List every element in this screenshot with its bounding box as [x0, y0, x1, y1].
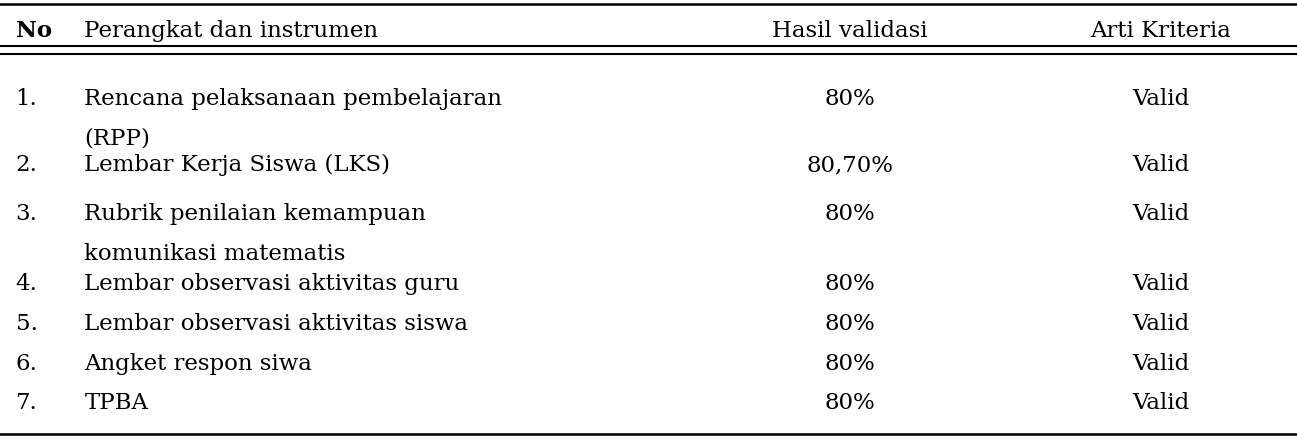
Text: 7.: 7.: [16, 392, 38, 415]
Text: Arti Kriteria: Arti Kriteria: [1091, 20, 1231, 42]
Text: 80%: 80%: [824, 392, 875, 415]
Text: Valid: Valid: [1132, 203, 1189, 225]
Text: TPBA: TPBA: [84, 392, 148, 415]
Text: Lembar observasi aktivitas guru: Lembar observasi aktivitas guru: [84, 273, 459, 295]
Text: Lembar Kerja Siswa (LKS): Lembar Kerja Siswa (LKS): [84, 154, 390, 176]
Text: Valid: Valid: [1132, 273, 1189, 295]
Text: 80%: 80%: [824, 273, 875, 295]
Text: Valid: Valid: [1132, 313, 1189, 335]
Text: Perangkat dan instrumen: Perangkat dan instrumen: [84, 20, 379, 42]
Text: 4.: 4.: [16, 273, 38, 295]
Text: Valid: Valid: [1132, 392, 1189, 415]
Text: Valid: Valid: [1132, 353, 1189, 375]
Text: 1.: 1.: [16, 88, 38, 110]
Text: 2.: 2.: [16, 154, 38, 176]
Text: 5.: 5.: [16, 313, 38, 335]
Text: komunikasi matematis: komunikasi matematis: [84, 243, 346, 265]
Text: (RPP): (RPP): [84, 128, 150, 150]
Text: 80%: 80%: [824, 88, 875, 110]
Text: Rubrik penilaian kemampuan: Rubrik penilaian kemampuan: [84, 203, 427, 225]
Text: 80%: 80%: [824, 353, 875, 375]
Text: 80,70%: 80,70%: [805, 154, 894, 176]
Text: No: No: [16, 20, 52, 42]
Text: 3.: 3.: [16, 203, 38, 225]
Text: Valid: Valid: [1132, 88, 1189, 110]
Text: Angket respon siwa: Angket respon siwa: [84, 353, 313, 375]
Text: 80%: 80%: [824, 313, 875, 335]
Text: 80%: 80%: [824, 203, 875, 225]
Text: Hasil validasi: Hasil validasi: [772, 20, 927, 42]
Text: Lembar observasi aktivitas siswa: Lembar observasi aktivitas siswa: [84, 313, 468, 335]
Text: Rencana pelaksanaan pembelajaran: Rencana pelaksanaan pembelajaran: [84, 88, 502, 110]
Text: Valid: Valid: [1132, 154, 1189, 176]
Text: 6.: 6.: [16, 353, 38, 375]
